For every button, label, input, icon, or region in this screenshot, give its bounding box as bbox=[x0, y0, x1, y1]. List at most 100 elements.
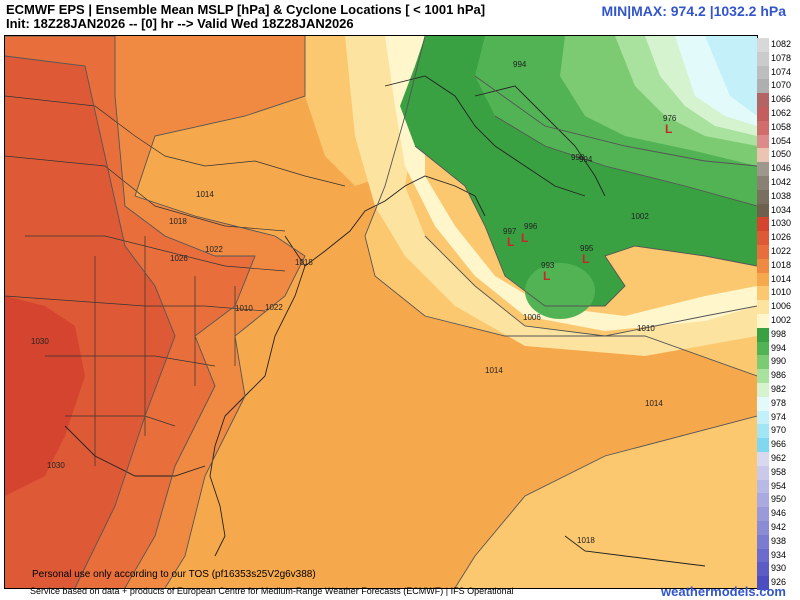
legend-swatch bbox=[757, 576, 769, 590]
contour-label: 998 bbox=[571, 153, 585, 162]
low-pressure-value: 993 bbox=[541, 261, 555, 270]
legend-swatch bbox=[757, 396, 769, 411]
legend-label: 1042 bbox=[771, 176, 792, 187]
legend-label: 1046 bbox=[771, 163, 792, 174]
legend-label: 1026 bbox=[771, 232, 792, 243]
legend-label: 926 bbox=[771, 577, 787, 588]
field-1002 bbox=[385, 36, 757, 331]
legend-swatch bbox=[757, 203, 769, 218]
legend-swatch bbox=[757, 217, 769, 232]
legend-label: 1062 bbox=[771, 107, 792, 118]
boundaries bbox=[5, 95, 346, 466]
legend-label: 962 bbox=[771, 452, 787, 463]
chart-title: ECMWF EPS | Ensemble Mean MSLP [hPa] & C… bbox=[6, 2, 486, 17]
legend-swatch bbox=[757, 286, 769, 301]
legend-label: 1054 bbox=[771, 135, 792, 146]
legend-label: 970 bbox=[771, 425, 787, 436]
legend-swatch bbox=[757, 438, 769, 452]
contour-label: 1002 bbox=[631, 212, 649, 221]
low-pressure-value: 976 bbox=[663, 114, 677, 123]
contour-label: 1010 bbox=[637, 324, 655, 333]
contour-label: 1030 bbox=[47, 461, 65, 470]
legend-swatch bbox=[757, 79, 769, 94]
legend-swatch bbox=[757, 355, 769, 370]
legend-swatch bbox=[757, 369, 769, 383]
legend-swatch bbox=[757, 507, 769, 521]
legend-swatch bbox=[757, 424, 769, 439]
low-center-field bbox=[525, 263, 595, 319]
low-marker: L bbox=[521, 231, 528, 245]
legend-label: 1058 bbox=[771, 121, 792, 132]
legend-swatch bbox=[757, 272, 769, 287]
legend-swatch bbox=[757, 383, 769, 397]
legend-label: 1002 bbox=[771, 314, 792, 325]
legend-label: 978 bbox=[771, 397, 787, 408]
pressure-map: 1030 1030 1026 1022 1022 1018 1018 1014 … bbox=[4, 35, 758, 589]
legend-label: 1074 bbox=[771, 66, 792, 77]
legend-label: 1082 bbox=[771, 38, 792, 49]
contour-label: 994 bbox=[579, 155, 593, 164]
legend-label: 930 bbox=[771, 563, 787, 574]
contour-label: 1010 bbox=[235, 304, 253, 313]
legend-swatch bbox=[757, 93, 769, 107]
legend-swatch bbox=[757, 231, 769, 245]
legend-label: 990 bbox=[771, 356, 787, 367]
legend-swatch bbox=[757, 134, 769, 149]
legend-label: 966 bbox=[771, 439, 787, 450]
legend-swatch bbox=[757, 410, 769, 425]
legend-swatch bbox=[757, 258, 769, 273]
legend-label: 958 bbox=[771, 466, 787, 477]
legend-swatch bbox=[757, 38, 769, 52]
legend-swatch bbox=[757, 51, 769, 66]
attribution-text: Service based on data + products of Euro… bbox=[30, 586, 514, 596]
contour-label: 1022 bbox=[205, 245, 223, 254]
legend-label: 950 bbox=[771, 494, 787, 505]
field-1030 bbox=[5, 296, 85, 496]
legend-swatch bbox=[757, 493, 769, 508]
contour-label: 1014 bbox=[485, 366, 503, 375]
legend-swatch bbox=[757, 521, 769, 535]
legend-swatch bbox=[757, 314, 769, 328]
cyclone-markers: 976 L 996 L 997 L 995 L 993 L bbox=[503, 114, 677, 283]
legend-swatch bbox=[757, 189, 769, 204]
contour-label: 1018 bbox=[295, 258, 313, 267]
legend-label: 974 bbox=[771, 411, 787, 422]
contour-label: 1018 bbox=[577, 536, 595, 545]
low-pressure-value: 997 bbox=[503, 227, 517, 236]
legend-swatch bbox=[757, 300, 769, 314]
legend-label: 998 bbox=[771, 328, 787, 339]
legend-label: 1022 bbox=[771, 245, 792, 256]
brand-link[interactable]: weathermodels.com bbox=[661, 584, 786, 599]
legend-label: 982 bbox=[771, 383, 787, 394]
contour-labels: 1030 1030 1026 1022 1022 1018 1018 1014 … bbox=[31, 60, 663, 545]
isobars bbox=[5, 36, 757, 588]
field-1006 bbox=[345, 36, 757, 356]
legend-swatch bbox=[757, 107, 769, 121]
legend-label: 986 bbox=[771, 370, 787, 381]
legend-label: 946 bbox=[771, 508, 787, 519]
min-max-readout: MIN|MAX: 974.2 |1032.2 hPa bbox=[601, 3, 786, 19]
legend-swatch bbox=[757, 120, 769, 135]
field-974 bbox=[705, 36, 757, 116]
contour-label: 1022 bbox=[265, 303, 283, 312]
legend-label: 1066 bbox=[771, 94, 792, 105]
contour-label: 1006 bbox=[523, 313, 541, 322]
legend-label: 1006 bbox=[771, 301, 792, 312]
legend-swatch bbox=[757, 148, 769, 163]
legend-label: 934 bbox=[771, 549, 787, 560]
legend-label: 942 bbox=[771, 521, 787, 532]
legend-label: 1010 bbox=[771, 287, 792, 298]
legend-label: 1078 bbox=[771, 52, 792, 63]
legend-swatch bbox=[757, 534, 769, 549]
legend-swatch bbox=[757, 548, 769, 563]
contour-label: 1014 bbox=[196, 190, 214, 199]
low-marker: L bbox=[665, 122, 672, 136]
legend-label: 1030 bbox=[771, 218, 792, 229]
legend-label: 994 bbox=[771, 342, 787, 353]
legend-label: 1014 bbox=[771, 273, 792, 284]
legend-swatch bbox=[757, 162, 769, 176]
legend-swatch bbox=[757, 452, 769, 466]
chart-subtitle: Init: 18Z28JAN2026 -- [0] hr --> Valid W… bbox=[6, 16, 354, 31]
contour-label: 994 bbox=[513, 60, 527, 69]
legend-swatch bbox=[757, 65, 769, 80]
